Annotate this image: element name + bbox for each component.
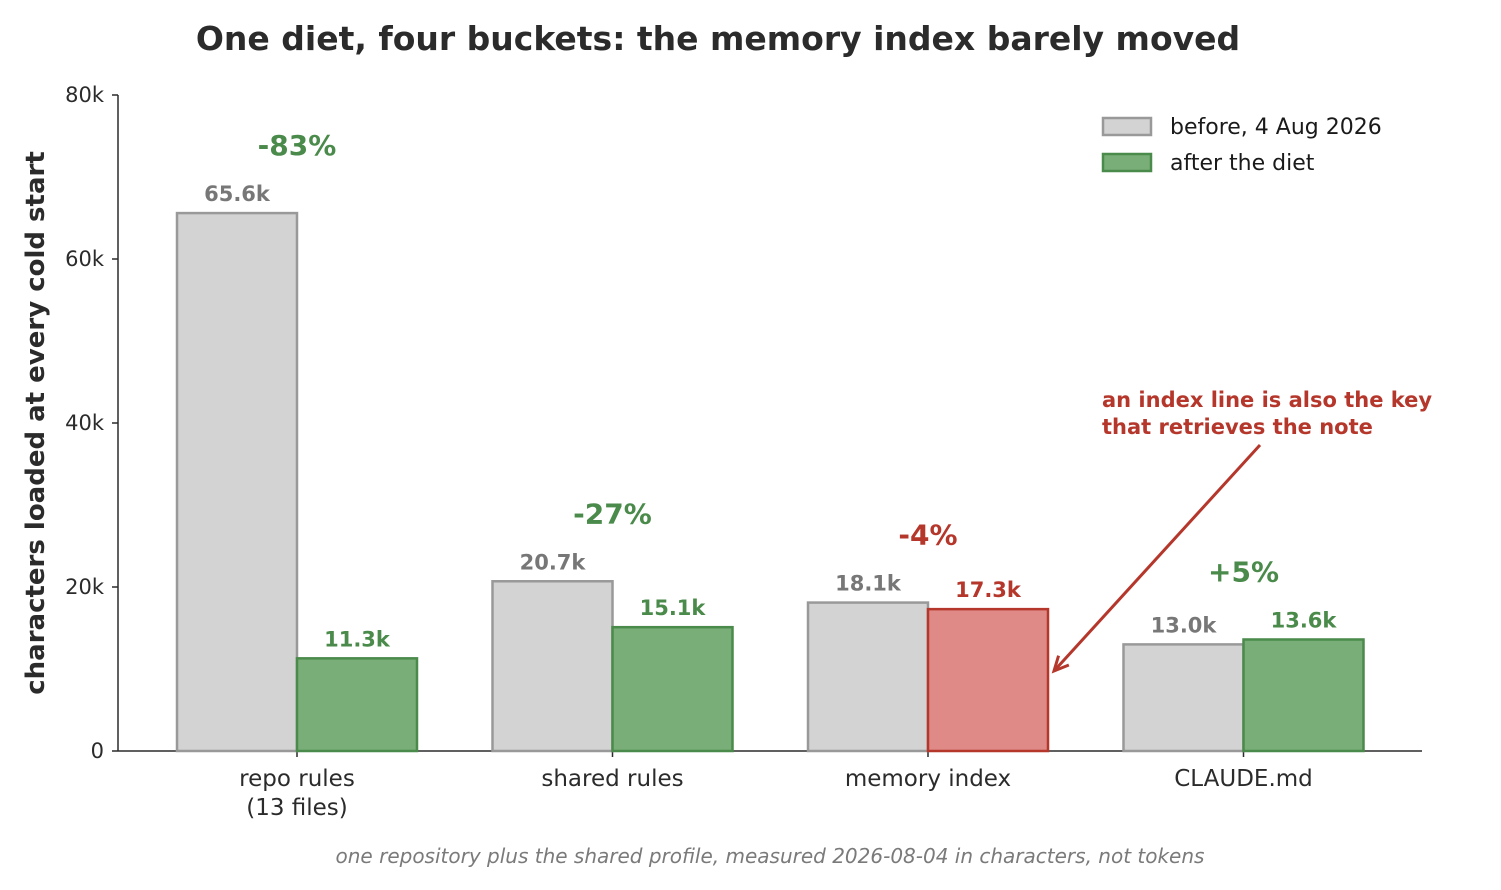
x-tick-label: repo rules <box>239 766 355 792</box>
legend-swatch <box>1101 152 1153 173</box>
legend-label: after the diet <box>1170 151 1315 176</box>
x-tick-label: memory index <box>845 766 1011 792</box>
bar-before <box>491 580 614 753</box>
bar-before <box>806 601 930 753</box>
bar-value-label: 20.7k <box>520 550 587 574</box>
bar-value-label: 13.6k <box>1271 608 1338 632</box>
annotation-text: an index line is also the key <box>1102 388 1432 412</box>
bar-before <box>175 211 299 753</box>
bar-value-label: 13.0k <box>1151 613 1218 637</box>
x-tick-label: (13 files) <box>246 795 348 821</box>
bar-after <box>1242 638 1365 753</box>
x-tick-label: CLAUDE.md <box>1174 766 1313 792</box>
footnote: one repository plus the shared profile, … <box>336 844 1205 868</box>
y-tick-label: 60k <box>65 247 105 271</box>
bar-value-label: 17.3k <box>955 578 1022 602</box>
y-tick-label: 40k <box>65 411 105 435</box>
x-tick-label: shared rules <box>541 766 683 792</box>
annotation-arrow-head <box>1051 655 1070 674</box>
change-label: -27% <box>573 497 652 530</box>
change-label: -83% <box>258 129 337 162</box>
bar-after <box>611 625 734 753</box>
annotation: an index line is also the key that retrie… <box>1051 388 1432 674</box>
annotation-text: that retrieves the note <box>1102 415 1373 439</box>
bar-after <box>295 657 419 753</box>
y-tick-label: 0 <box>91 739 104 763</box>
annotation-arrow-line <box>1052 443 1262 673</box>
bar-before <box>1122 643 1245 753</box>
y-tick-label: 20k <box>65 575 105 599</box>
bar-value-label: 11.3k <box>324 627 391 651</box>
y-axis-label: characters loaded at every cold start <box>21 151 51 695</box>
legend-swatch <box>1101 116 1153 137</box>
y-tick-label: 80k <box>65 83 105 107</box>
bar-after <box>926 607 1050 753</box>
legend-label: before, 4 Aug 2026 <box>1170 115 1382 140</box>
bar-value-label: 15.1k <box>640 596 707 620</box>
bar-value-label: 65.6k <box>204 182 271 206</box>
change-label: +5% <box>1208 555 1279 588</box>
legend: before, 4 Aug 2026 after the diet <box>1101 115 1382 176</box>
change-label: -4% <box>898 519 957 552</box>
bar-value-label: 18.1k <box>835 572 902 596</box>
chart-title: One diet, four buckets: the memory index… <box>196 19 1240 58</box>
plot-area: 0 20k 40k 60k 80k repo rules (13 files) 65.6k 11… <box>65 83 1422 821</box>
